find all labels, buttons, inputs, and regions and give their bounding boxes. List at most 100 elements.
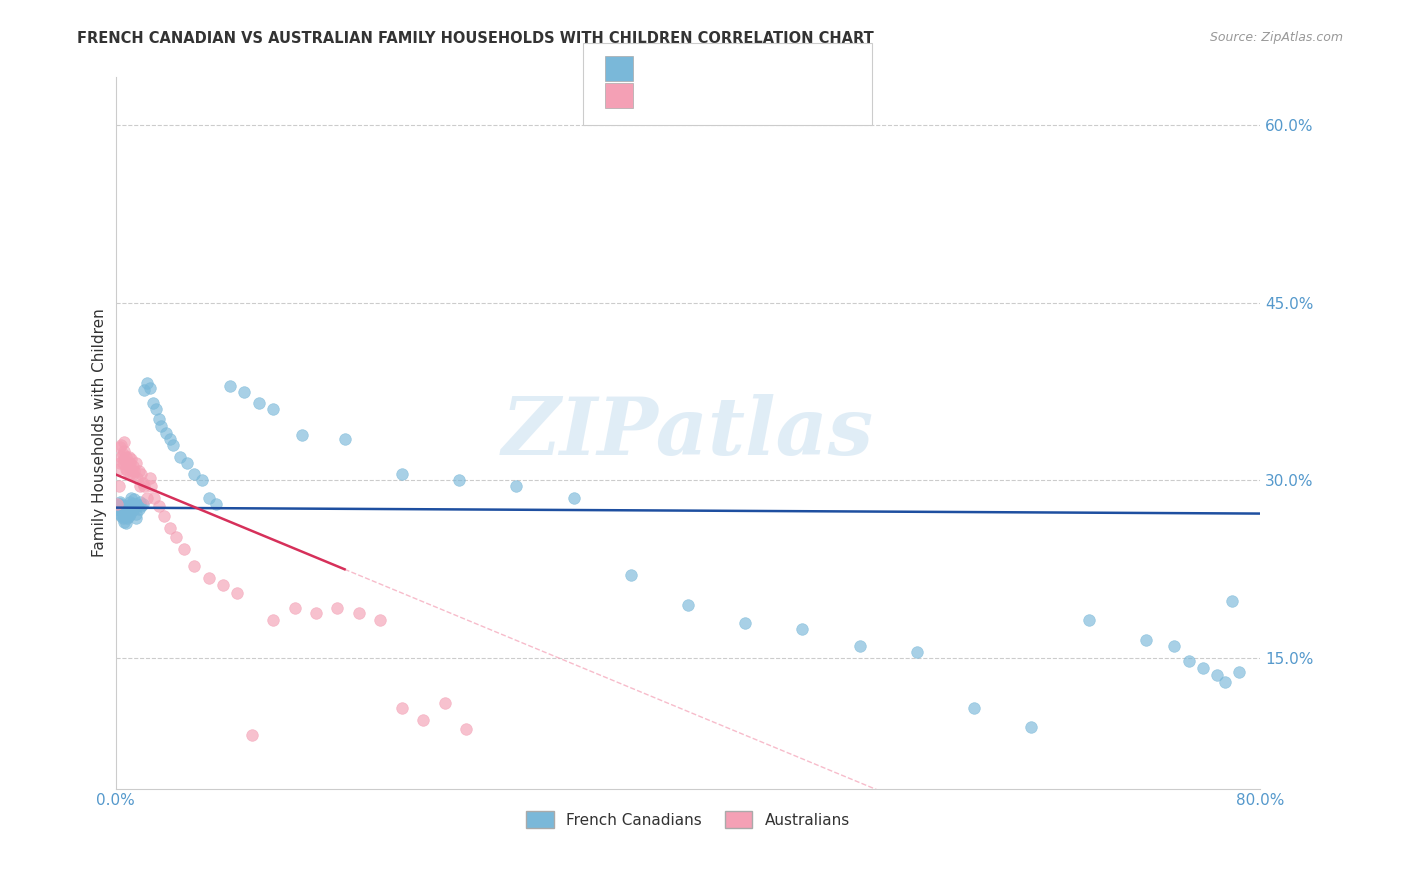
Text: Source: ZipAtlas.com: Source: ZipAtlas.com <box>1209 31 1343 45</box>
Point <box>121 467 143 482</box>
Point <box>183 558 205 573</box>
Point <box>112 508 135 523</box>
Point <box>505 479 527 493</box>
Point <box>136 376 159 391</box>
Point <box>115 464 138 478</box>
Point <box>197 491 219 505</box>
Point <box>125 456 148 470</box>
Point <box>305 606 328 620</box>
Point <box>108 440 131 454</box>
Point <box>110 503 132 517</box>
Point <box>1077 613 1099 627</box>
Point <box>108 500 131 514</box>
Text: -0.253: -0.253 <box>689 88 737 103</box>
Point <box>155 425 177 440</box>
Point <box>125 507 148 521</box>
Point <box>1206 667 1229 681</box>
Point <box>283 601 305 615</box>
Point <box>333 432 356 446</box>
Text: R =: R = <box>644 88 675 103</box>
Point <box>145 402 167 417</box>
Point <box>120 452 142 467</box>
Point <box>117 501 139 516</box>
Point <box>111 456 134 470</box>
Point <box>143 491 166 505</box>
Point <box>110 438 132 452</box>
Point <box>233 384 256 399</box>
Point <box>562 491 585 505</box>
Point <box>118 500 141 514</box>
Point <box>127 497 149 511</box>
Point <box>120 491 142 505</box>
Point <box>262 613 284 627</box>
Point <box>176 456 198 470</box>
Point <box>118 507 141 521</box>
Point <box>169 450 191 464</box>
Point <box>150 418 173 433</box>
Point <box>125 511 148 525</box>
Point <box>1163 640 1185 654</box>
Point <box>121 459 143 474</box>
Point <box>132 475 155 490</box>
Point <box>114 508 136 523</box>
Point <box>197 571 219 585</box>
Point <box>108 507 131 521</box>
Point <box>433 696 456 710</box>
Point <box>117 450 139 464</box>
Point <box>412 713 434 727</box>
Point <box>326 601 349 615</box>
Point <box>107 479 129 493</box>
Point <box>105 500 128 514</box>
Point <box>121 497 143 511</box>
Text: ZIPatlas: ZIPatlas <box>502 394 875 472</box>
Point <box>347 606 370 620</box>
Point <box>131 467 153 482</box>
Text: FRENCH CANADIAN VS AUSTRALIAN FAMILY HOUSEHOLDS WITH CHILDREN CORRELATION CHART: FRENCH CANADIAN VS AUSTRALIAN FAMILY HOU… <box>77 31 875 46</box>
Point <box>128 501 150 516</box>
Point <box>120 497 142 511</box>
Point <box>148 411 170 425</box>
Point <box>117 508 139 523</box>
Point <box>121 503 143 517</box>
Point <box>153 508 176 523</box>
Point <box>1220 594 1243 608</box>
Point <box>136 491 159 505</box>
Point <box>141 479 163 493</box>
Point <box>110 508 132 523</box>
Point <box>139 471 162 485</box>
Point <box>111 500 134 514</box>
Point <box>118 494 141 508</box>
Point <box>120 461 142 475</box>
Point <box>127 500 149 514</box>
Point <box>112 501 135 516</box>
Point <box>134 384 156 398</box>
Point <box>129 494 152 508</box>
Point <box>183 467 205 482</box>
Point <box>111 507 134 521</box>
Text: 56: 56 <box>813 88 831 103</box>
Text: 83: 83 <box>813 62 831 76</box>
Point <box>114 450 136 464</box>
Point <box>115 456 138 470</box>
Point <box>1227 665 1250 680</box>
Text: N =: N = <box>770 88 803 103</box>
Point <box>114 501 136 516</box>
Point <box>142 396 165 410</box>
Point <box>114 516 136 530</box>
Point <box>107 497 129 511</box>
Point <box>905 645 928 659</box>
Legend: French Canadians, Australians: French Canadians, Australians <box>520 805 856 834</box>
Point <box>620 568 643 582</box>
Text: N =: N = <box>770 62 803 76</box>
Point <box>219 378 242 392</box>
Point <box>134 479 156 493</box>
Point <box>110 450 132 464</box>
Point <box>129 479 152 493</box>
Point <box>370 613 392 627</box>
Point <box>122 492 145 507</box>
Point <box>111 447 134 461</box>
Point <box>204 497 226 511</box>
Point <box>122 464 145 478</box>
Point <box>111 511 134 525</box>
Point <box>212 577 235 591</box>
